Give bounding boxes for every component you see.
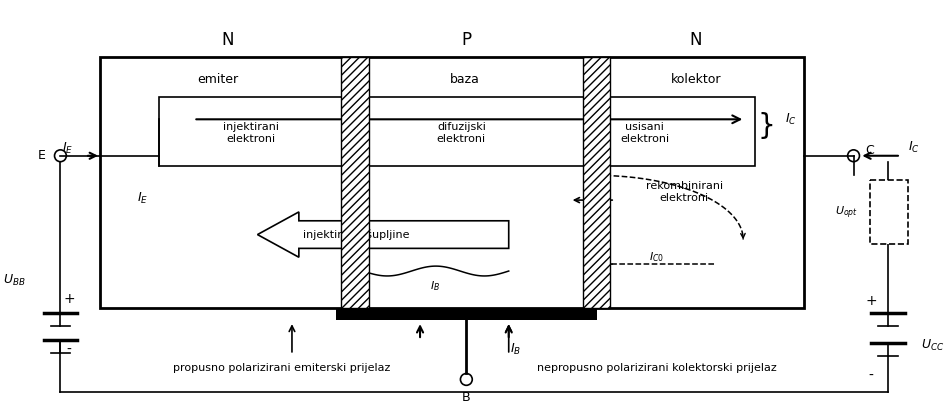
Text: P: P (461, 31, 472, 50)
Text: rekombinirani
elektroni: rekombinirani elektroni (646, 181, 723, 203)
Text: injektirane šupljine: injektirane šupljine (303, 229, 409, 240)
FancyArrow shape (258, 212, 509, 257)
Text: $I_{C0}$: $I_{C0}$ (649, 250, 664, 264)
Text: B: B (462, 391, 471, 404)
Text: E: E (38, 149, 45, 162)
Text: propusno polarizirani emiterski prijelaz: propusno polarizirani emiterski prijelaz (173, 363, 391, 373)
Text: $R_C$: $R_C$ (890, 205, 907, 221)
Text: $I_B$: $I_B$ (430, 279, 440, 293)
Text: $U_{BB}$: $U_{BB}$ (4, 273, 26, 288)
Text: $I_E$: $I_E$ (62, 141, 73, 157)
Text: +: + (63, 292, 75, 306)
Bar (99, 57, 804, 309)
Text: injektirani
elektroni: injektirani elektroni (223, 122, 278, 144)
Text: $U_{CC}$: $U_{CC}$ (920, 338, 944, 354)
Bar (870, 180, 908, 244)
Text: kolektor: kolektor (670, 74, 722, 86)
Text: C: C (866, 144, 874, 157)
Bar (582, 57, 610, 309)
Text: $I_C$: $I_C$ (908, 140, 920, 155)
Text: -: - (67, 343, 72, 357)
Text: N: N (689, 31, 702, 50)
Text: baza: baza (450, 74, 479, 86)
Bar (341, 57, 368, 309)
Text: $I_C$: $I_C$ (784, 112, 796, 127)
Bar (159, 97, 755, 166)
Text: usisani
elektroni: usisani elektroni (620, 122, 670, 144)
Text: difuzijski
elektroni: difuzijski elektroni (437, 122, 486, 144)
Bar (336, 309, 598, 320)
Text: $I_B$: $I_B$ (510, 342, 521, 357)
Text: }: } (757, 112, 775, 140)
Text: -: - (868, 368, 874, 382)
Text: +: + (866, 294, 877, 308)
Text: N: N (222, 31, 234, 50)
Text: $I_E$: $I_E$ (136, 190, 148, 206)
Text: nepropusno polarizirani kolektorski prijelaz: nepropusno polarizirani kolektorski prij… (537, 363, 777, 373)
Text: emiter: emiter (198, 74, 239, 86)
Text: $U_{opt}$: $U_{opt}$ (835, 205, 859, 221)
